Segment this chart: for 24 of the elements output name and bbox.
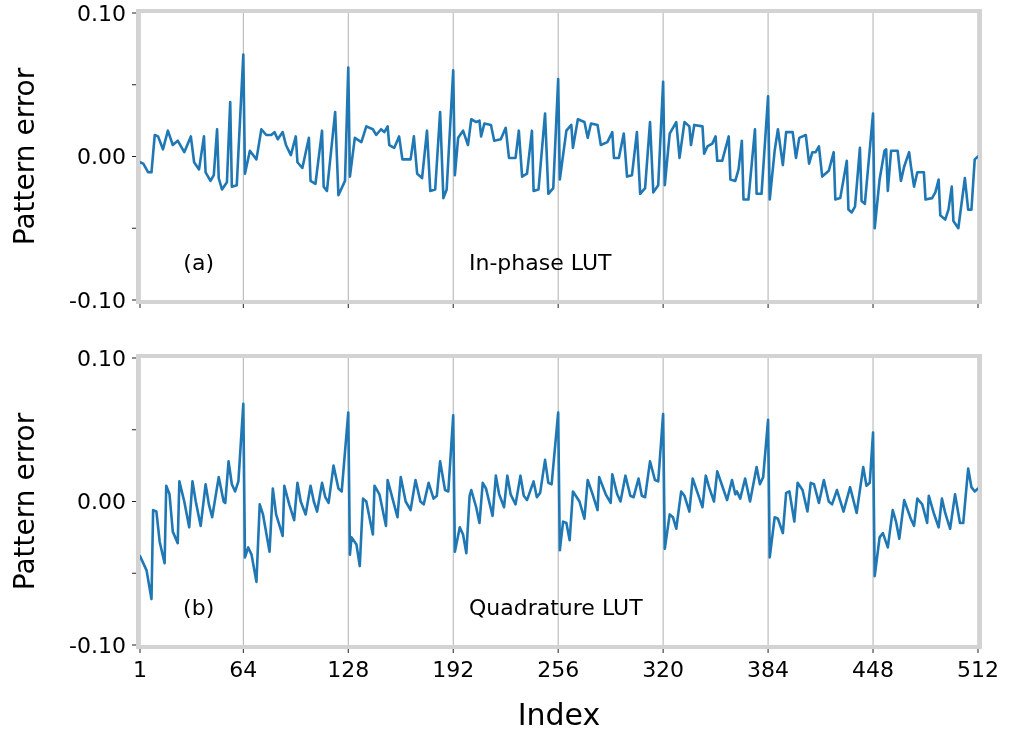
line-series xyxy=(138,53,980,230)
x-tick-label: 192 xyxy=(432,657,475,682)
y-tick-label: 0.10 xyxy=(77,345,126,371)
x-tick-label: 448 xyxy=(852,657,895,682)
x-tick-label: 384 xyxy=(747,657,790,682)
annotation: Quadrature LUT xyxy=(469,595,644,620)
y-axis-title: Pattern error xyxy=(8,412,41,591)
annotation: (a) xyxy=(183,250,214,275)
y-tick-label: 0.10 xyxy=(77,0,126,26)
y-tick-label: 0.00 xyxy=(77,489,126,515)
y-tick-label: -0.10 xyxy=(69,287,126,313)
x-tick-label: 512 xyxy=(957,657,999,682)
annotation: In-phase LUT xyxy=(469,250,613,275)
x-tick-label: 64 xyxy=(229,657,258,682)
x-tick-label: 256 xyxy=(537,657,580,682)
x-tick-label: 128 xyxy=(327,657,370,682)
y-tick-label: 0.00 xyxy=(77,144,126,170)
y-tick-label: -0.10 xyxy=(69,632,126,658)
x-axis-title: Index xyxy=(517,697,601,732)
x-tick-label: 320 xyxy=(642,657,685,682)
y-axis-title: Pattern error xyxy=(8,67,41,246)
annotation: (b) xyxy=(183,595,215,620)
line-series xyxy=(138,402,980,601)
x-tick-label: 1 xyxy=(133,657,147,682)
